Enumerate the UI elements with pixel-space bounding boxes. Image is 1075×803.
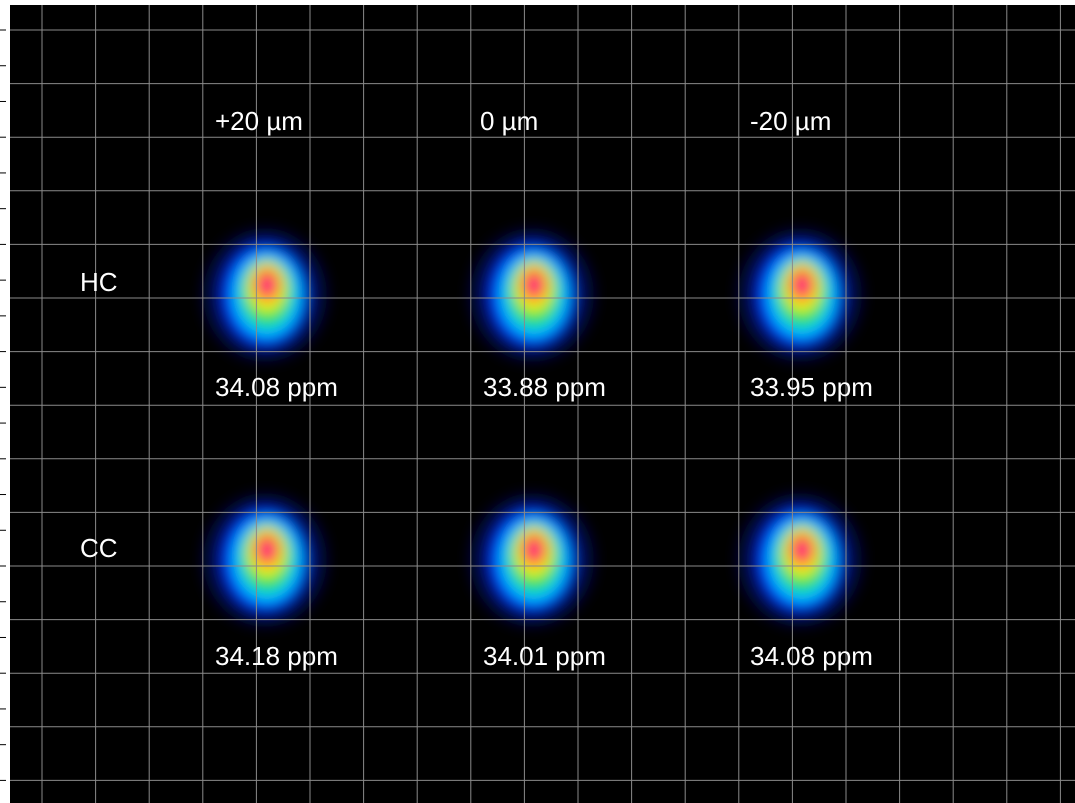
cell-value: 33.88 ppm bbox=[483, 372, 606, 402]
beam-spot bbox=[470, 229, 594, 361]
beam-profile-view: +20 µm 0 µm -20 µm HC CC 34.08 ppm 33.88… bbox=[0, 0, 1075, 803]
cell-value: 34.08 ppm bbox=[750, 641, 873, 671]
left-border bbox=[0, 0, 10, 803]
page: +20 µm 0 µm -20 µm HC CC 34.08 ppm 33.88… bbox=[0, 0, 1075, 803]
column-label: +20 µm bbox=[215, 106, 303, 136]
beam-spot bbox=[738, 494, 862, 626]
cell-value: 34.01 ppm bbox=[483, 641, 606, 671]
beam-spot bbox=[738, 229, 862, 361]
beam-spot bbox=[470, 494, 594, 626]
cell-value: 34.08 ppm bbox=[215, 372, 338, 402]
column-label: 0 µm bbox=[480, 106, 538, 136]
cell-value: 34.18 ppm bbox=[215, 641, 338, 671]
beam-spot bbox=[203, 229, 327, 361]
top-border bbox=[0, 0, 1075, 5]
column-label: -20 µm bbox=[750, 106, 831, 136]
beam-spot bbox=[203, 494, 327, 626]
cell-value: 33.95 ppm bbox=[750, 372, 873, 402]
row-label: HC bbox=[80, 267, 118, 297]
row-label: CC bbox=[80, 533, 118, 563]
